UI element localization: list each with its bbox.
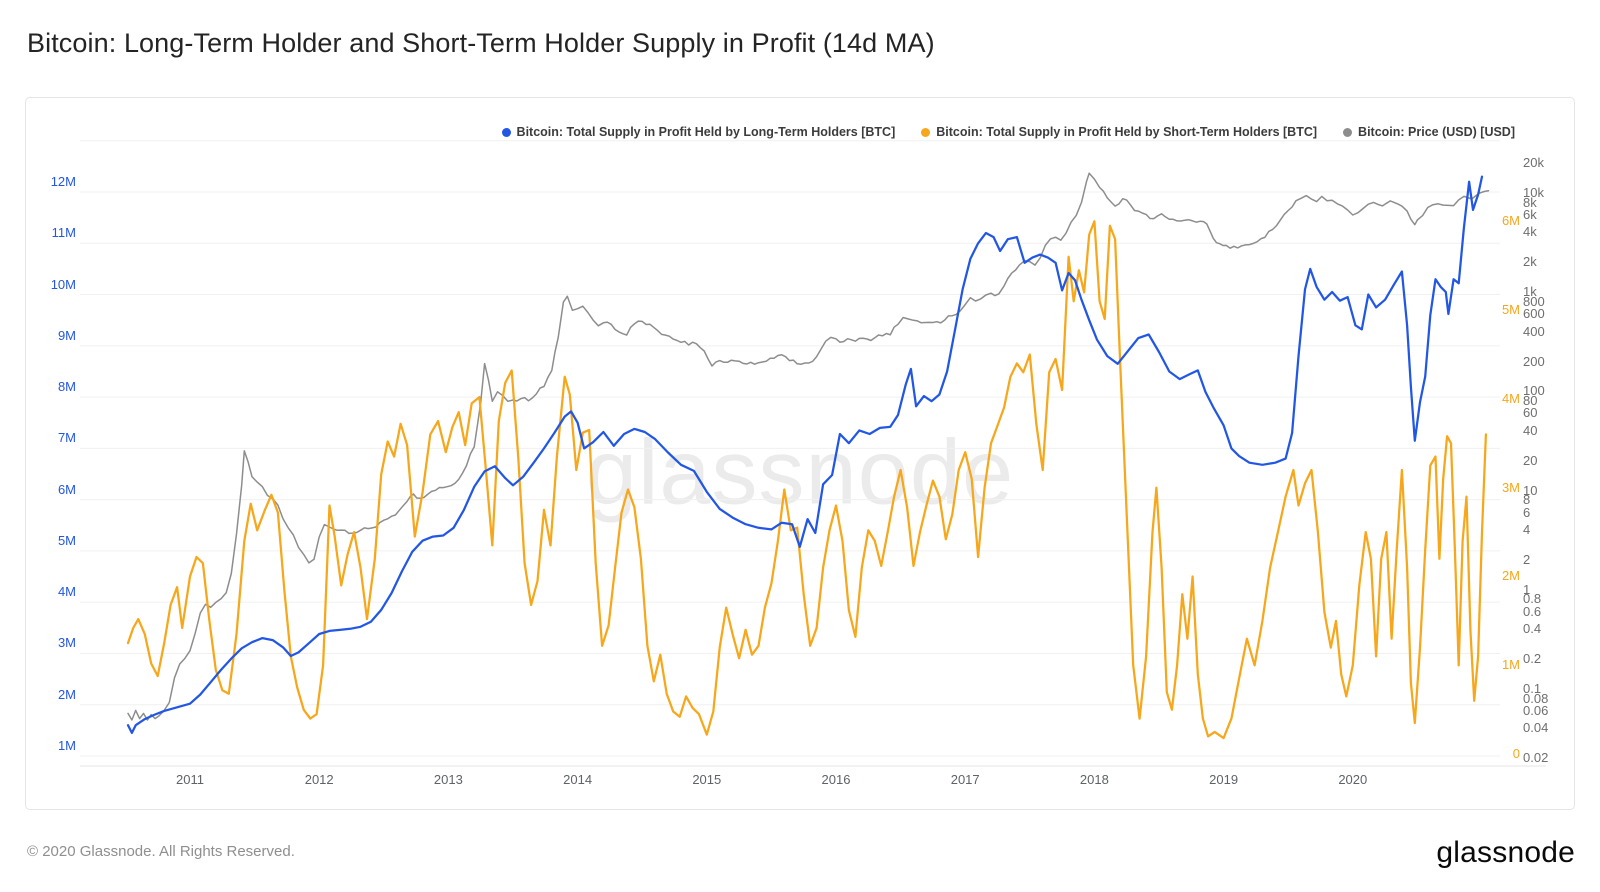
legend-label: Bitcoin: Total Supply in Profit Held by …	[936, 125, 1318, 139]
y-axis-tick-price: 0.6	[1523, 603, 1542, 619]
y-axis-tick-price: 600	[1523, 306, 1545, 322]
legend-item[interactable]: Bitcoin: Total Supply in Profit Held by …	[921, 125, 1317, 139]
legend-label: Bitcoin: Price (USD) [USD]	[1358, 125, 1515, 139]
y-axis-tick-price: 4	[1523, 522, 1531, 538]
y-axis-tick-price: 6	[1523, 504, 1531, 520]
y-axis-tick-price: 400	[1523, 323, 1545, 339]
x-axis-tick-year: 2012	[304, 772, 334, 787]
y-axis-tick-lth: 6M	[57, 481, 76, 497]
y-axis-tick-price: 10k	[1523, 185, 1544, 200]
sth-supply-series-line	[126, 220, 1488, 740]
y-axis-tick-price: 80	[1523, 393, 1538, 408]
y-axis-tick-price: 800	[1523, 293, 1545, 309]
x-axis-tick-year: 2014	[563, 772, 593, 787]
y-axis-tick-lth: 2M	[57, 686, 76, 702]
y-axis-tick-lth: 3M	[57, 635, 76, 651]
footer-copyright: © 2020 Glassnode. All Rights Reserved.	[27, 843, 295, 860]
y-axis-tick-sth: 1M	[1501, 657, 1520, 673]
y-axis-tick-price: 200	[1523, 353, 1545, 369]
y-axis-tick-price: 0.2	[1523, 651, 1542, 667]
y-axis-tick-price: 100	[1523, 383, 1545, 399]
x-axis-tick-year: 2015	[692, 772, 722, 787]
y-axis-tick-sth: 2M	[1501, 568, 1520, 584]
legend-dot-icon	[501, 127, 511, 137]
y-axis-tick-price: 1	[1523, 581, 1531, 597]
legend-dot-icon	[1343, 127, 1353, 137]
x-axis-tick-year: 2020	[1338, 772, 1368, 787]
price-usd-series-line	[127, 172, 1490, 721]
y-axis-tick-price: 4k	[1523, 224, 1537, 240]
y-axis-tick-sth: 0	[1512, 746, 1520, 761]
y-axis-tick-price: 1k	[1523, 284, 1537, 300]
y-axis-tick-lth: 7M	[57, 430, 76, 446]
y-axis-tick-price: 0.02	[1523, 750, 1549, 766]
x-axis-tick-year: 2019	[1209, 772, 1239, 787]
y-axis-tick-lth: 11M	[51, 225, 76, 241]
y-axis-tick-price: 60	[1523, 405, 1538, 421]
legend-item[interactable]: Bitcoin: Total Supply in Profit Held by …	[501, 125, 896, 139]
y-axis-tick-lth: 5M	[57, 532, 76, 548]
y-axis-tick-price: 40	[1523, 422, 1538, 438]
y-axis-tick-price: 2k	[1523, 254, 1537, 270]
y-axis-tick-lth: 12M	[50, 174, 76, 189]
y-axis-tick-sth: 5M	[1501, 302, 1520, 317]
y-axis-tick-price: 20k	[1523, 155, 1544, 171]
y-axis-tick-sth: 6M	[1501, 213, 1520, 229]
y-axis-tick-sth: 3M	[1501, 479, 1520, 495]
x-axis-tick-year: 2011	[176, 772, 204, 787]
y-axis-tick-price: 0.06	[1523, 703, 1549, 718]
y-axis-tick-price: 0.04	[1523, 720, 1549, 736]
legend-label: Bitcoin: Total Supply in Profit Held by …	[516, 125, 896, 139]
chart-legend: Bitcoin: Total Supply in Profit Held by …	[501, 124, 1515, 140]
y-axis-tick-price: 2	[1523, 551, 1531, 567]
y-axis-tick-price: 0.4	[1523, 621, 1542, 637]
y-axis-tick-lth: 10M	[50, 276, 76, 292]
x-axis-tick-year: 2018	[1079, 772, 1109, 787]
x-axis-tick-year: 2013	[433, 772, 463, 787]
y-axis-tick-lth: 9M	[57, 327, 76, 343]
y-axis-tick-price: 20	[1523, 452, 1538, 468]
y-axis-tick-price: 10	[1523, 482, 1538, 498]
y-axis-tick-price: 8k	[1523, 194, 1537, 210]
y-axis-tick-sth: 4M	[1501, 390, 1520, 406]
y-axis-tick-price: 6k	[1523, 207, 1537, 222]
y-axis-tick-lth: 4M	[57, 584, 76, 600]
y-axis-tick-price: 8	[1523, 492, 1531, 508]
y-axis-tick-price: 0.8	[1523, 591, 1542, 607]
y-axis-tick-price: 0.08	[1523, 690, 1549, 706]
page-title: Bitcoin: Long-Term Holder and Short-Term…	[27, 28, 935, 58]
legend-item[interactable]: Bitcoin: Price (USD) [USD]	[1343, 125, 1515, 139]
y-axis-tick-price: 0.1	[1523, 681, 1542, 696]
lth-supply-series-line	[126, 175, 1484, 735]
chart-card	[25, 97, 1575, 810]
y-axis-tick-lth: 1M	[57, 738, 76, 753]
y-axis-tick-lth: 8M	[57, 379, 76, 395]
legend-dot-icon	[921, 127, 931, 137]
glassnode-logo: glassnode	[1436, 836, 1575, 869]
x-axis-tick-year: 2016	[821, 772, 851, 787]
x-axis-tick-year: 2017	[950, 772, 980, 787]
